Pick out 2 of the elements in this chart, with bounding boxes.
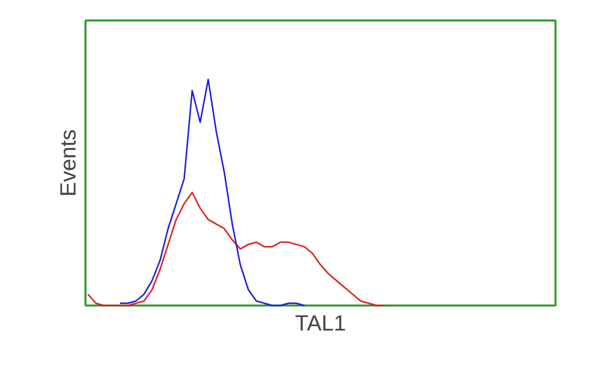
x-axis-title: TAL1 bbox=[295, 310, 346, 336]
y-axis-title: Events bbox=[56, 129, 80, 197]
